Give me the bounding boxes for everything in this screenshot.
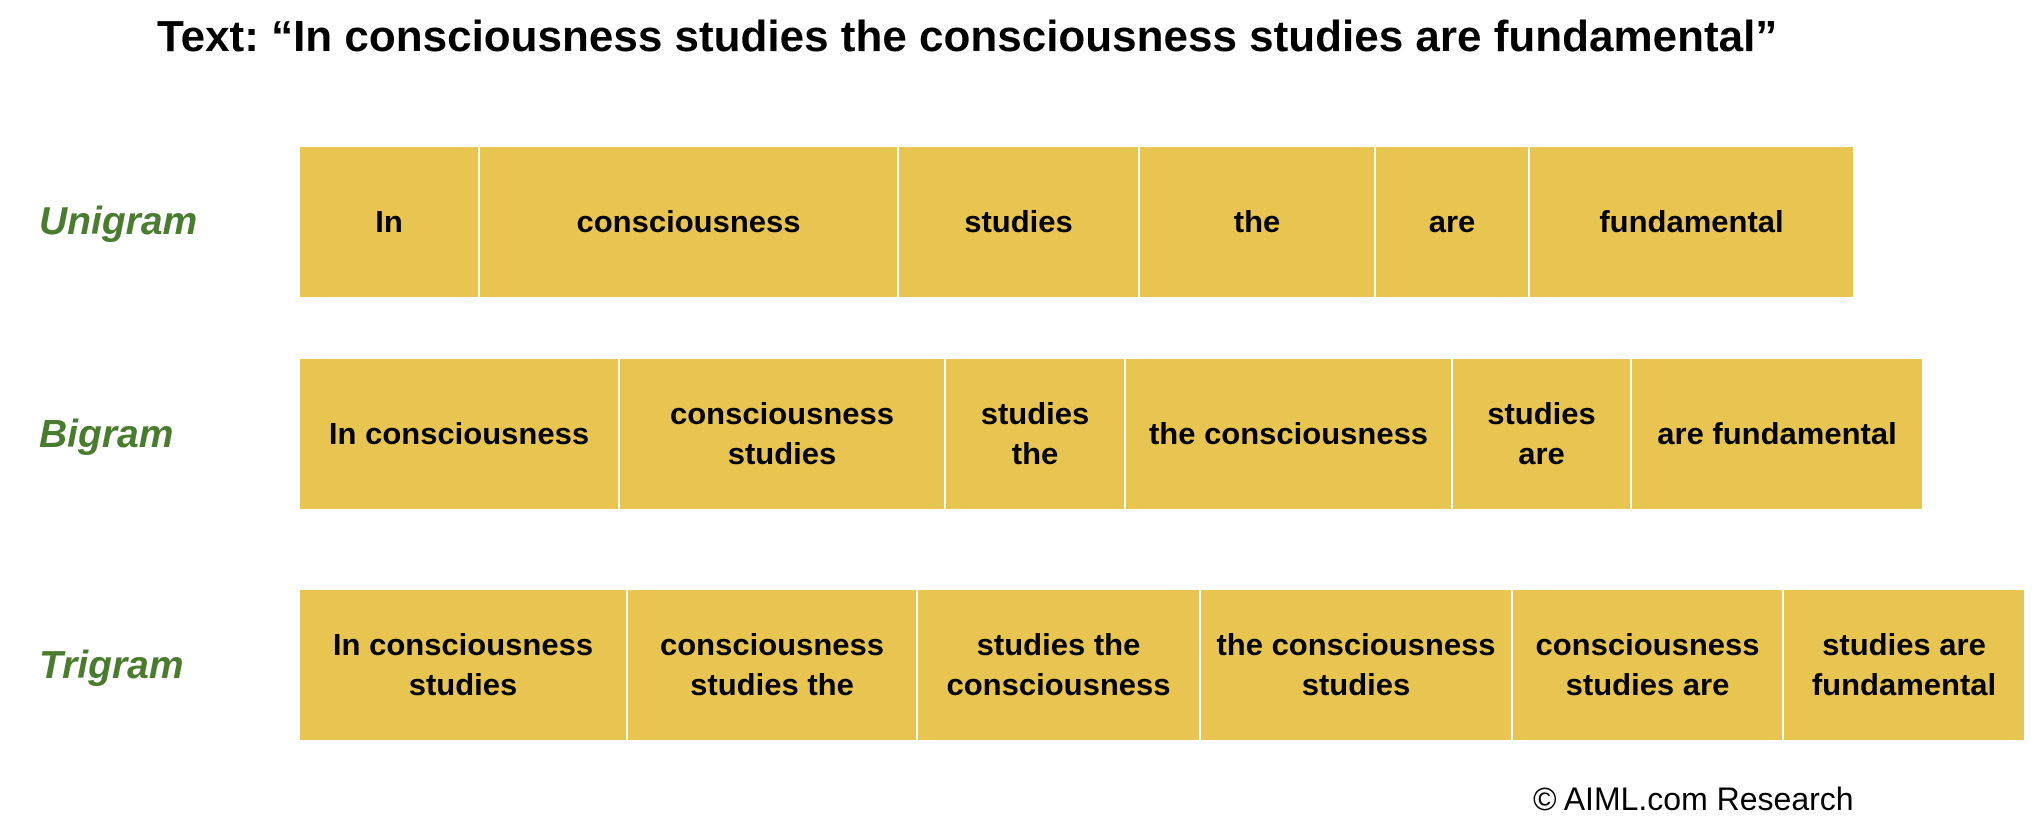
token-text: are fundamental <box>1657 415 1897 451</box>
token-text: the <box>1233 203 1281 239</box>
diagram-title: Text: “In consciousness studies the cons… <box>157 12 1778 61</box>
bigram-token: studies the <box>946 359 1126 509</box>
token-text: studies are fundamental <box>1811 626 1997 702</box>
token-text: consciousness <box>576 203 801 239</box>
unigram-row: In consciousness studies the are fundame… <box>300 147 1853 297</box>
trigram-token: consciousness studies the <box>628 590 918 740</box>
unigram-token: fundamental <box>1530 147 1853 297</box>
token-text: consciousness studies are <box>1535 626 1760 702</box>
token-text: studies the consciousness <box>946 626 1171 702</box>
row-label-bigram: Bigram <box>39 413 174 456</box>
token-text: consciousness studies <box>670 395 894 471</box>
bigram-token: studies are <box>1453 359 1632 509</box>
token-text: the consciousness studies <box>1216 626 1496 702</box>
token-text: In consciousness studies <box>332 626 594 702</box>
trigram-token: the consciousness studies <box>1201 590 1513 740</box>
token-text: In consciousness <box>328 415 590 451</box>
bigram-token: consciousness studies <box>620 359 946 509</box>
bigram-row: In consciousness consciousness studies s… <box>300 359 1922 509</box>
trigram-token: In consciousness studies <box>300 590 628 740</box>
unigram-token: are <box>1376 147 1530 297</box>
token-text: studies <box>964 203 1073 239</box>
row-label-trigram: Trigram <box>39 644 184 687</box>
unigram-token: consciousness <box>480 147 899 297</box>
row-label-unigram: Unigram <box>39 200 198 243</box>
trigram-token: consciousness studies are <box>1513 590 1784 740</box>
trigram-row: In consciousness studies consciousness s… <box>300 590 2024 740</box>
bigram-token: are fundamental <box>1632 359 1922 509</box>
token-text: studies the <box>980 395 1090 471</box>
trigram-token: studies the consciousness <box>918 590 1201 740</box>
trigram-token: studies are fundamental <box>1784 590 2024 740</box>
copyright-footer: © AIML.com Research <box>1533 781 1854 817</box>
token-text: In <box>375 203 403 239</box>
token-text: are <box>1428 203 1476 239</box>
token-text: fundamental <box>1599 203 1784 239</box>
token-text: consciousness studies the <box>660 626 884 702</box>
bigram-token: the consciousness <box>1126 359 1453 509</box>
unigram-token: studies <box>899 147 1140 297</box>
unigram-token: In <box>300 147 480 297</box>
token-text: the consciousness <box>1148 415 1429 451</box>
bigram-token: In consciousness <box>300 359 620 509</box>
unigram-token: the <box>1140 147 1376 297</box>
token-text: studies are <box>1487 395 1596 471</box>
